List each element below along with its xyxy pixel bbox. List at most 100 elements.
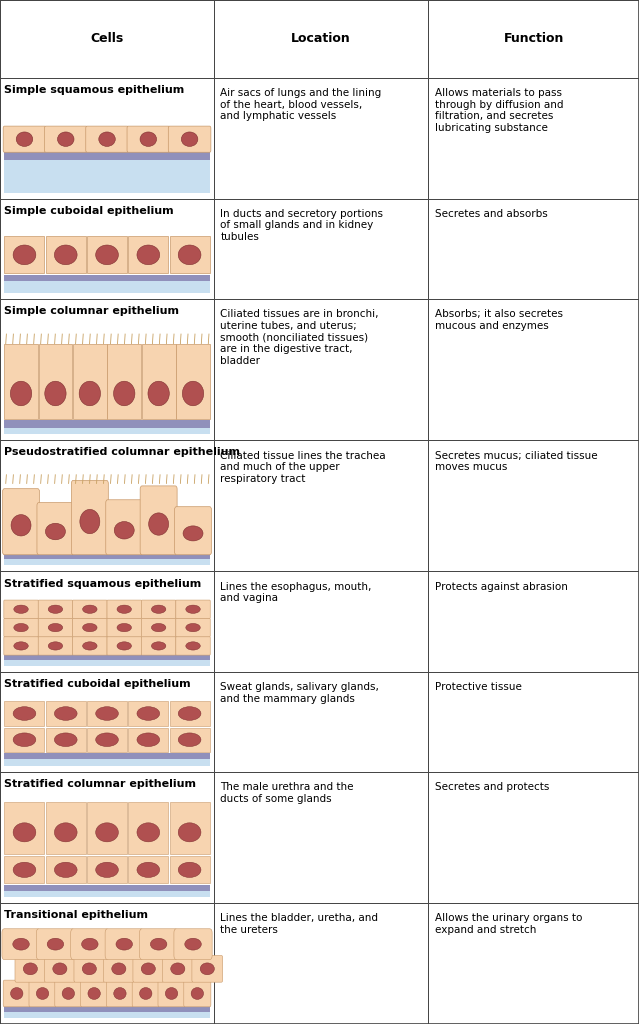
Ellipse shape — [137, 862, 160, 878]
Ellipse shape — [13, 733, 36, 746]
Bar — [0, 903, 214, 1024]
Ellipse shape — [96, 733, 118, 746]
Bar — [4, 1006, 210, 1012]
Bar — [46, 802, 86, 854]
Bar — [214, 440, 428, 571]
FancyBboxPatch shape — [176, 618, 210, 637]
Ellipse shape — [23, 963, 38, 975]
Bar — [4, 891, 210, 897]
Bar — [428, 772, 639, 903]
FancyBboxPatch shape — [45, 955, 75, 982]
FancyBboxPatch shape — [107, 637, 141, 655]
Ellipse shape — [13, 862, 36, 878]
Bar — [214, 299, 428, 440]
Text: Secretes mucus; ciliated tissue
moves mucus: Secretes mucus; ciliated tissue moves mu… — [435, 451, 597, 472]
Bar — [4, 344, 38, 419]
Ellipse shape — [99, 132, 115, 146]
Text: Allows materials to pass
through by diffusion and
filtration, and secretes
lubri: Allows materials to pass through by diff… — [435, 88, 563, 133]
FancyBboxPatch shape — [45, 126, 87, 153]
Bar — [0, 78, 214, 199]
Ellipse shape — [82, 963, 96, 975]
Bar — [0, 772, 214, 903]
Bar — [169, 728, 210, 752]
Bar — [4, 559, 210, 565]
Ellipse shape — [178, 245, 201, 264]
Ellipse shape — [96, 823, 118, 842]
Text: Air sacs of lungs and the lining
of the heart, blood vessels,
and lymphatic vess: Air sacs of lungs and the lining of the … — [220, 88, 381, 121]
Bar — [214, 571, 428, 672]
Ellipse shape — [47, 938, 64, 950]
Ellipse shape — [148, 381, 169, 406]
Ellipse shape — [181, 132, 198, 146]
Text: Lines the bladder, uretha, and
the ureters: Lines the bladder, uretha, and the urete… — [220, 913, 378, 935]
Ellipse shape — [45, 523, 65, 540]
Bar — [4, 160, 210, 193]
Bar — [176, 344, 210, 419]
Ellipse shape — [82, 605, 97, 613]
Ellipse shape — [114, 381, 135, 406]
Text: Pseudostratified columnar epithelium: Pseudostratified columnar epithelium — [4, 447, 240, 458]
Ellipse shape — [186, 624, 200, 632]
FancyBboxPatch shape — [15, 955, 46, 982]
FancyBboxPatch shape — [176, 600, 210, 618]
Bar — [428, 571, 639, 672]
Ellipse shape — [112, 963, 126, 975]
Ellipse shape — [117, 605, 132, 613]
Bar — [4, 753, 210, 760]
Text: Ciliated tissues are in bronchi,
uterine tubes, and uterus;
smooth (nonciliated : Ciliated tissues are in bronchi, uterine… — [220, 309, 379, 366]
Ellipse shape — [48, 605, 63, 613]
Bar — [87, 701, 127, 726]
Ellipse shape — [191, 987, 204, 999]
Ellipse shape — [14, 642, 28, 650]
Text: In ducts and secretory portions
of small glands and in kidney
tubules: In ducts and secretory portions of small… — [220, 209, 383, 242]
Bar — [0, 0, 214, 78]
FancyBboxPatch shape — [4, 618, 38, 637]
FancyBboxPatch shape — [107, 600, 141, 618]
Ellipse shape — [96, 245, 118, 264]
Ellipse shape — [13, 245, 36, 264]
Bar — [4, 152, 210, 160]
Text: Cells: Cells — [90, 33, 124, 45]
Ellipse shape — [149, 513, 169, 536]
Text: Allows the urinary organs to
expand and stretch: Allows the urinary organs to expand and … — [435, 913, 582, 935]
Ellipse shape — [150, 938, 167, 950]
FancyBboxPatch shape — [2, 929, 40, 959]
Bar — [4, 701, 45, 726]
Bar — [169, 237, 210, 273]
Bar — [428, 440, 639, 571]
Bar — [4, 274, 210, 281]
FancyBboxPatch shape — [133, 955, 164, 982]
Ellipse shape — [166, 987, 178, 999]
Ellipse shape — [80, 509, 100, 534]
Bar — [214, 199, 428, 299]
Ellipse shape — [54, 707, 77, 720]
Ellipse shape — [13, 938, 29, 950]
Text: Simple squamous epithelium: Simple squamous epithelium — [4, 85, 185, 95]
Ellipse shape — [54, 862, 77, 878]
Bar — [4, 553, 210, 559]
Bar — [428, 672, 639, 772]
FancyBboxPatch shape — [71, 929, 109, 959]
Ellipse shape — [114, 521, 134, 539]
Bar — [4, 856, 45, 884]
Text: Simple cuboidal epithelium: Simple cuboidal epithelium — [4, 206, 174, 216]
Bar — [0, 571, 214, 672]
Ellipse shape — [16, 132, 33, 146]
Ellipse shape — [186, 605, 200, 613]
Bar — [428, 199, 639, 299]
Ellipse shape — [117, 642, 132, 650]
Bar — [4, 1012, 210, 1018]
Bar — [87, 237, 127, 273]
Bar — [169, 802, 210, 854]
FancyBboxPatch shape — [37, 503, 74, 555]
FancyBboxPatch shape — [139, 929, 178, 959]
Bar — [46, 701, 86, 726]
FancyBboxPatch shape — [132, 980, 159, 1007]
Bar — [214, 78, 428, 199]
FancyBboxPatch shape — [73, 637, 107, 655]
Ellipse shape — [186, 642, 200, 650]
Bar — [0, 199, 214, 299]
FancyBboxPatch shape — [73, 618, 107, 637]
Bar — [0, 299, 214, 440]
Ellipse shape — [141, 963, 155, 975]
